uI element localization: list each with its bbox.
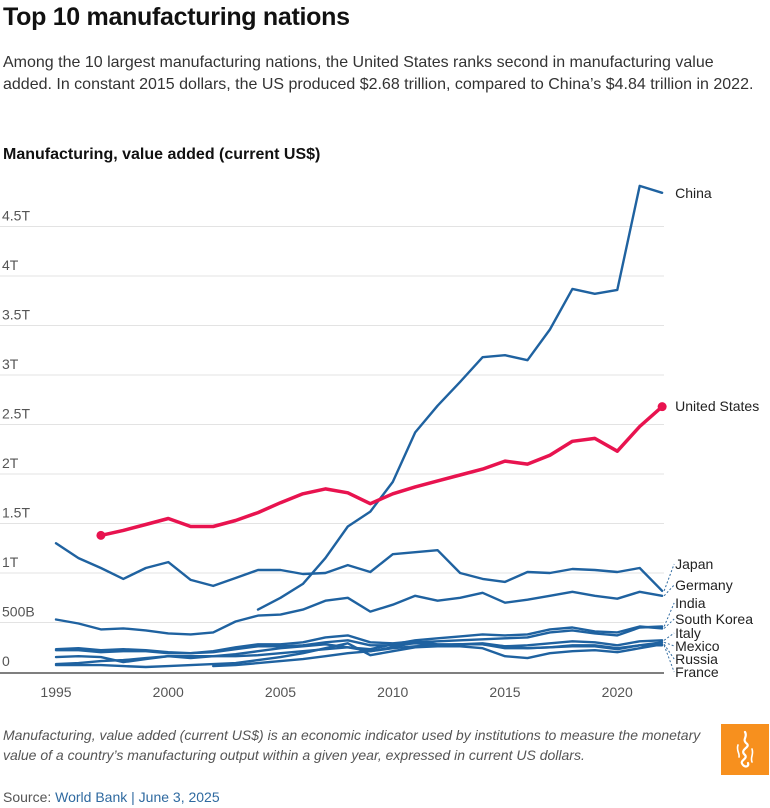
line-chart: 0 500B 1T 1.5T 2T 2.5T 3T 3.5T 4T 4.5T 1995 2000 20… bbox=[0, 184, 759, 700]
label-leader-japan bbox=[663, 563, 675, 591]
y-tick-label: 4.5T bbox=[2, 208, 30, 224]
x-axis: 1995 2000 2005 2010 2015 2020 bbox=[40, 684, 633, 700]
series-line-russia bbox=[54, 642, 664, 669]
label-leader-france bbox=[663, 645, 675, 673]
label-leader-italy bbox=[663, 632, 675, 641]
series-label-india: India bbox=[675, 595, 706, 611]
series-line-india bbox=[211, 625, 664, 668]
series-lines bbox=[54, 184, 667, 669]
label-leader-india bbox=[663, 602, 675, 627]
label-leader-germany bbox=[663, 584, 675, 597]
series-label-south-korea: South Korea bbox=[675, 611, 753, 627]
label-leader-russia bbox=[663, 643, 675, 660]
x-tick-label: 2015 bbox=[489, 684, 520, 700]
source-prefix: Source: bbox=[3, 789, 56, 805]
chart-title: Manufacturing, value added (current US$) bbox=[3, 146, 321, 163]
x-tick-label: 2000 bbox=[153, 684, 184, 700]
source-link[interactable]: World Bank | June 3, 2025 bbox=[55, 789, 220, 805]
series-label-china: China bbox=[675, 185, 712, 201]
series-line-china bbox=[256, 184, 664, 611]
series-label-mexico: Mexico bbox=[675, 638, 720, 654]
label-leader-south-korea bbox=[663, 618, 675, 629]
y-tick-label: 3T bbox=[2, 356, 19, 372]
y-tick-label: 500B bbox=[2, 604, 35, 620]
series-line-germany bbox=[54, 590, 664, 636]
x-tick-label: 2020 bbox=[602, 684, 633, 700]
series-line-japan bbox=[54, 542, 664, 592]
x-tick-label: 1995 bbox=[40, 684, 71, 700]
x-tick-label: 2010 bbox=[377, 684, 408, 700]
series-label-france: France bbox=[675, 664, 719, 680]
series-start-marker-united-states bbox=[96, 530, 106, 540]
x-tick-label: 2005 bbox=[265, 684, 296, 700]
footnote: Manufacturing, value added (current US$)… bbox=[3, 727, 701, 763]
series-end-marker-united-states bbox=[657, 402, 667, 412]
y-tick-label: 1.5T bbox=[2, 505, 30, 521]
y-tick-label: 2T bbox=[2, 455, 19, 471]
series-label-russia: Russia bbox=[675, 651, 718, 667]
page-title: Top 10 manufacturing nations bbox=[3, 3, 350, 31]
label-leader-mexico bbox=[663, 641, 675, 647]
y-tick-label: 3.5T bbox=[2, 307, 30, 323]
y-tick-label: 0 bbox=[2, 653, 10, 669]
y-tick-label: 2.5T bbox=[2, 406, 30, 422]
y-tick-label: 4T bbox=[2, 257, 19, 273]
series-label-germany: Germany bbox=[675, 577, 733, 593]
al-jazeera-logo-icon bbox=[721, 724, 769, 775]
logo-calligraphy-icon bbox=[736, 730, 754, 768]
y-axis: 0 500B 1T 1.5T 2T 2.5T 3T 3.5T 4T 4.5T bbox=[2, 208, 35, 670]
gridlines bbox=[0, 226, 664, 623]
page-subtitle: Among the 10 largest manufacturing natio… bbox=[3, 54, 754, 93]
series-label-united-states: United States bbox=[675, 398, 759, 414]
y-tick-label: 1T bbox=[2, 554, 19, 570]
series-line-france bbox=[54, 639, 664, 655]
series-label-italy: Italy bbox=[675, 625, 701, 641]
series-label-japan: Japan bbox=[675, 556, 713, 572]
source-line: Source: World Bank | June 3, 2025 bbox=[3, 789, 220, 805]
series-labels: China United States Japan Germany IndiaSouth… bbox=[663, 185, 759, 680]
series-line-united-states bbox=[99, 404, 664, 538]
